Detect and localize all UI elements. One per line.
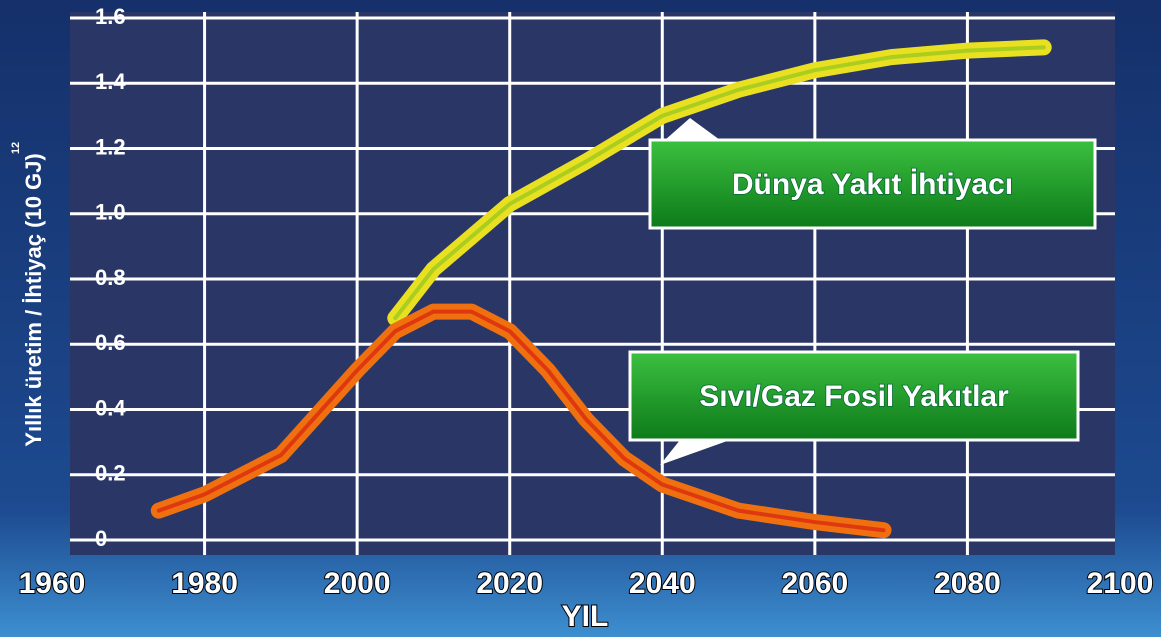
y-tick-label: 0.2: [95, 461, 126, 486]
y-axis-exponent: 12: [10, 142, 22, 154]
y-tick-label: 0.8: [95, 265, 126, 290]
plot-area: [70, 12, 1115, 555]
y-tick-label: 1.0: [95, 200, 126, 225]
x-tick-label: 2040: [629, 567, 696, 600]
callout-pointer: [665, 118, 720, 140]
callout-box: [628, 350, 1080, 442]
x-tick-label: 2060: [781, 567, 848, 600]
y-tick-label: 0.6: [95, 330, 126, 355]
legend-label: Dünya Yakıt İhtiyacı: [732, 168, 1013, 201]
callout-box: [648, 138, 1097, 230]
x-tick-label: 2100: [1087, 567, 1154, 600]
y-tick-label: 1.2: [95, 134, 126, 159]
series-line-core: [156, 309, 886, 533]
x-axis-label: YIL: [562, 600, 609, 633]
x-tick-label: 2080: [934, 567, 1001, 600]
y-tick-label: 1.6: [95, 4, 126, 29]
callout-pointer: [660, 440, 730, 465]
x-tick-label: 2020: [476, 567, 543, 600]
y-tick-label: 0: [95, 526, 107, 551]
legend-label: Sıvı/Gaz Fosil Yakıtlar: [699, 380, 1009, 413]
y-axis-label: Yıllık üretim / İhtiyaç (10 GJ): [21, 153, 46, 446]
y-tick-label: 0.4: [95, 395, 126, 420]
y-tick-label: 1.4: [95, 69, 126, 94]
x-tick-label: 2000: [324, 567, 391, 600]
x-tick-label: 1980: [171, 567, 238, 600]
series-line-core: [393, 45, 1046, 321]
x-tick-label: 1960: [19, 567, 86, 600]
